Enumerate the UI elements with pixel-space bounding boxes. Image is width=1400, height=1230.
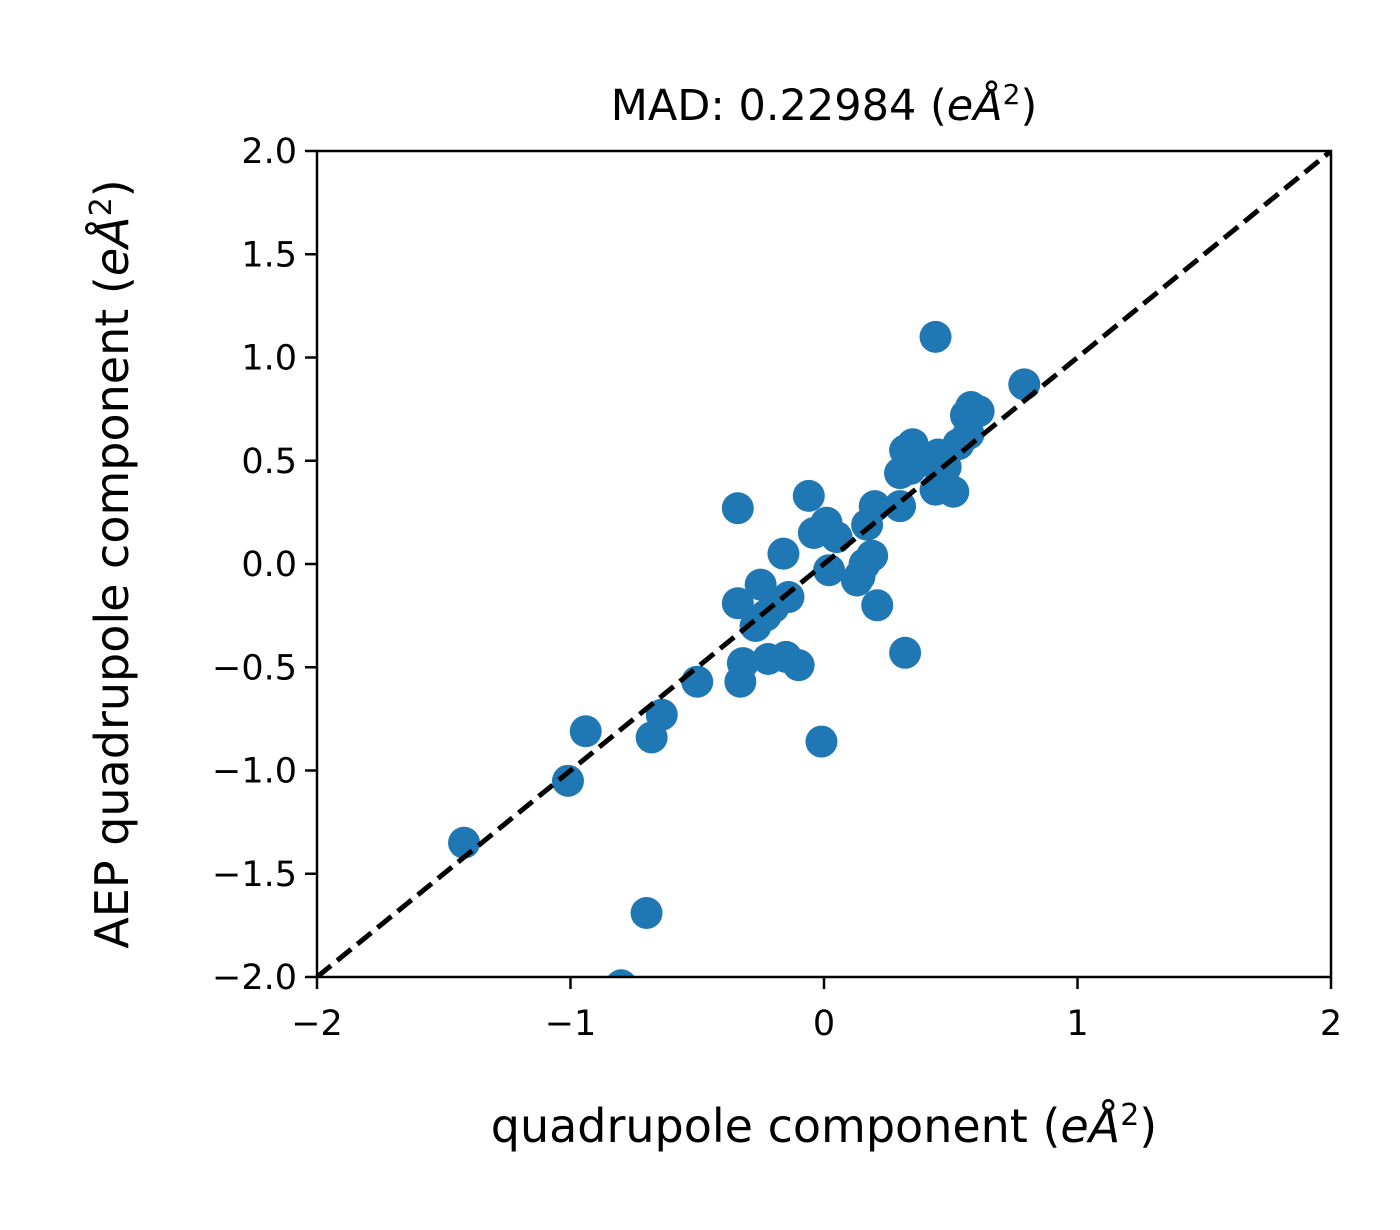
data-point-45 xyxy=(635,721,668,754)
data-point-39 xyxy=(782,649,815,682)
data-point-24 xyxy=(767,537,800,570)
data-point-51 xyxy=(607,969,635,977)
x-tick-label: 0 xyxy=(813,1004,835,1044)
data-point-22 xyxy=(820,521,853,554)
data-point-1 xyxy=(1008,368,1041,401)
points-layer xyxy=(448,320,1041,977)
y-tick-label: 1.5 xyxy=(241,235,297,275)
data-point-38 xyxy=(752,642,785,675)
data-point-42 xyxy=(681,665,714,698)
data-point-18 xyxy=(721,492,754,525)
x-tick-label: −2 xyxy=(291,1004,343,1044)
y-axis-label: AEP quadrupole component (eÅ2) xyxy=(84,179,140,948)
data-point-43 xyxy=(724,665,757,698)
data-point-33 xyxy=(861,589,894,622)
x-axis-label: quadrupole component (eÅ2) xyxy=(491,1098,1157,1154)
y-tick-label: −1.0 xyxy=(212,752,297,792)
y-tick-label: 0.5 xyxy=(241,442,297,482)
y-tick-label: −0.5 xyxy=(212,648,297,688)
data-point-32 xyxy=(721,587,754,620)
data-point-0 xyxy=(919,320,952,353)
y-tick-label: 0.0 xyxy=(241,545,297,585)
data-point-23 xyxy=(851,508,884,541)
data-point-15 xyxy=(937,475,970,508)
y-tick-label: 1.0 xyxy=(241,339,297,379)
y-tick-label: −2.0 xyxy=(212,958,297,998)
y-tick-label: 2.0 xyxy=(241,132,297,172)
data-point-50 xyxy=(630,896,663,929)
reference-line-layer xyxy=(317,151,1331,977)
data-point-47 xyxy=(805,725,838,758)
x-tick-label: −1 xyxy=(545,1004,597,1044)
chart-title: MAD: 0.22984 (eÅ2) xyxy=(611,78,1038,132)
data-point-27 xyxy=(813,554,846,587)
data-point-48 xyxy=(551,764,584,797)
data-point-29 xyxy=(840,564,873,597)
data-point-46 xyxy=(569,715,602,748)
x-tick-label: 1 xyxy=(1066,1004,1088,1044)
x-axis-ticks: −2 −1 0 1 2 xyxy=(291,977,1342,1044)
data-point-41 xyxy=(889,636,922,669)
data-point-36 xyxy=(739,609,772,642)
x-tick-label: 2 xyxy=(1320,1004,1342,1044)
data-point-49 xyxy=(448,826,481,859)
data-point-13 xyxy=(884,457,917,490)
y-axis-ticks: −2.0 −1.5 −1.0 −0.5 0.0 0.5 1.0 1.5 2.0 xyxy=(212,132,317,998)
y-tick-label: −1.5 xyxy=(212,855,297,895)
data-point-19 xyxy=(792,479,825,512)
identity-reference-line xyxy=(317,151,1331,977)
